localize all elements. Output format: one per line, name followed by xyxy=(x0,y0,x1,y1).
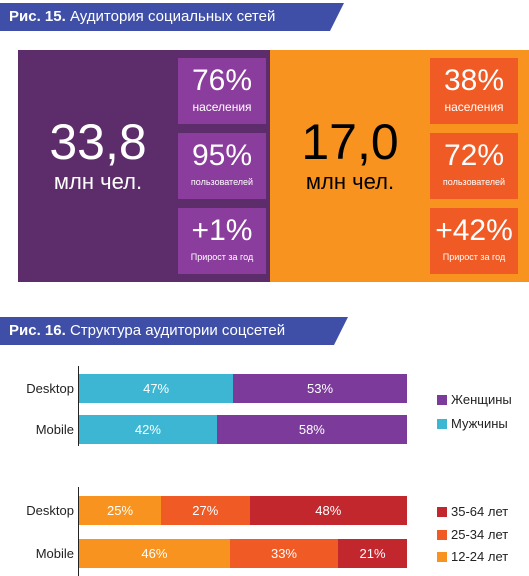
audience-panel-left: 33,8 млн чел. 76% населения 95% пользова… xyxy=(18,50,270,282)
chart-axis-line xyxy=(78,487,79,576)
category-label: Desktop xyxy=(26,503,74,518)
bar-segment xyxy=(229,539,339,568)
legend-label: 25-34 лет xyxy=(451,527,509,542)
stat-value: 95% xyxy=(191,139,253,172)
bar-segment xyxy=(216,415,407,444)
legend-item: Мужчины xyxy=(437,417,508,431)
audience-total-unit: млн чел. xyxy=(53,169,143,194)
stat-value: +1% xyxy=(191,214,253,247)
bar-segment xyxy=(79,539,230,568)
audience-total-unit: млн чел. xyxy=(305,169,395,194)
figure-16-title: Структура аудитории соцсетей xyxy=(69,322,286,339)
stat-value: +42% xyxy=(435,214,513,247)
figure-16-number: Рис. 16. xyxy=(9,322,66,339)
data-label: 48% xyxy=(315,503,342,518)
data-label: 27% xyxy=(192,503,219,518)
stat-label: Прирост за год xyxy=(190,252,254,262)
audience-total-value: 33,8 xyxy=(49,114,147,170)
category-label: Mobile xyxy=(35,422,74,437)
stat-value: 76% xyxy=(191,64,253,97)
category-label: Desktop xyxy=(26,381,74,396)
category-label: Mobile xyxy=(35,546,74,561)
figure-15-title: Аудитория социальных сетей xyxy=(69,8,276,25)
audience-total-value: 17,0 xyxy=(301,114,399,170)
stat-label: населения xyxy=(192,100,252,114)
stat-label: Прирост за год xyxy=(442,252,506,262)
legend-swatch xyxy=(437,507,447,517)
data-label: 58% xyxy=(298,422,325,437)
bar-segment xyxy=(161,496,250,525)
legend-item: Женщины xyxy=(437,393,512,407)
stat-label: пользователей xyxy=(190,177,254,187)
legend-label: Женщины xyxy=(451,392,512,407)
stat-value: 38% xyxy=(443,64,505,97)
data-label: 21% xyxy=(359,546,386,561)
chart-axis-line xyxy=(78,366,79,446)
audience-total-right: 17,0 млн чел. xyxy=(270,115,430,195)
figure-16-header: Рис. 16. Структура аудитории соцсетей xyxy=(0,317,348,345)
legend-item: 25-34 лет xyxy=(437,528,508,542)
data-label: 33% xyxy=(270,546,297,561)
legend-swatch xyxy=(437,530,447,540)
bar-segment xyxy=(338,539,407,568)
bar-segment xyxy=(79,496,161,525)
data-label: 53% xyxy=(307,381,334,396)
figure-15-header: Рис. 15. Аудитория социальных сетей xyxy=(0,3,344,31)
stat-value: 72% xyxy=(443,139,505,172)
bar-segment xyxy=(233,374,407,403)
bar-segment xyxy=(249,496,407,525)
bar-segment xyxy=(79,415,217,444)
stat-label: населения xyxy=(444,100,504,114)
legend-swatch xyxy=(437,395,447,405)
legend-item: 12-24 лет xyxy=(437,550,508,564)
stat-box-population: 38% населения xyxy=(430,58,518,124)
data-label: 42% xyxy=(134,422,161,437)
legend-item: 35-64 лет xyxy=(437,505,508,519)
stat-box-population: 76% населения xyxy=(178,58,266,124)
stat-box-users: 95% пользователей xyxy=(178,133,266,199)
stat-box-growth: +42% Прирост за год xyxy=(430,208,518,274)
audience-panel-right: 17,0 млн чел. 38% населения 72% пользова… xyxy=(270,50,529,282)
data-label: 25% xyxy=(106,503,134,518)
legend-swatch xyxy=(437,419,447,429)
bar-segment xyxy=(79,374,234,403)
data-label: 46% xyxy=(141,546,168,561)
audience-total-left: 33,8 млн чел. xyxy=(18,115,178,195)
legend-label: 35-64 лет xyxy=(451,504,509,519)
legend-swatch xyxy=(437,552,447,562)
stat-box-growth: +1% Прирост за год xyxy=(178,208,266,274)
legend-label: 12-24 лет xyxy=(451,549,509,564)
data-label: 47% xyxy=(143,381,170,396)
stat-box-users: 72% пользователей xyxy=(430,133,518,199)
stat-label: пользователей xyxy=(442,177,506,187)
legend-label: Мужчины xyxy=(451,416,508,431)
figure-15-number: Рис. 15. xyxy=(9,8,66,25)
